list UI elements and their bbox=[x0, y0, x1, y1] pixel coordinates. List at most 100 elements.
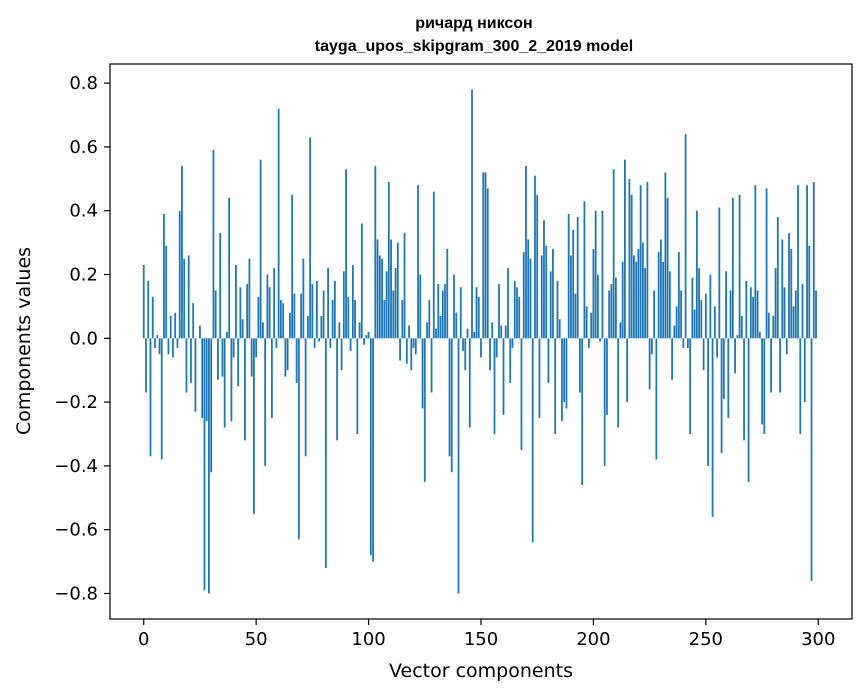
bar bbox=[342, 271, 345, 339]
bar bbox=[781, 239, 784, 339]
x-tick-label: 0 bbox=[138, 629, 149, 650]
bar bbox=[707, 338, 709, 466]
bar bbox=[601, 210, 604, 339]
x-axis-label: Vector components bbox=[389, 660, 573, 682]
bar bbox=[471, 89, 473, 339]
bar bbox=[801, 284, 804, 339]
bar bbox=[142, 264, 145, 339]
bar bbox=[482, 172, 485, 339]
bar bbox=[695, 210, 698, 339]
bar bbox=[608, 290, 611, 339]
bar bbox=[686, 338, 689, 348]
bar bbox=[309, 137, 312, 339]
bar bbox=[756, 290, 759, 339]
bar bbox=[358, 322, 361, 339]
bar bbox=[509, 338, 512, 383]
bar bbox=[419, 274, 422, 339]
bar bbox=[181, 166, 183, 339]
bar bbox=[774, 268, 777, 339]
bar bbox=[226, 331, 228, 339]
bar bbox=[279, 300, 282, 339]
bar bbox=[713, 306, 716, 339]
bar bbox=[540, 255, 543, 339]
bar bbox=[304, 338, 307, 457]
bar bbox=[668, 271, 671, 339]
bar bbox=[639, 185, 642, 339]
bar bbox=[763, 338, 766, 434]
bar bbox=[621, 261, 624, 339]
bar bbox=[761, 338, 763, 425]
bar bbox=[324, 338, 327, 568]
bar bbox=[603, 338, 606, 466]
bar bbox=[722, 338, 725, 399]
bar bbox=[417, 185, 419, 339]
bar bbox=[223, 338, 226, 428]
bar bbox=[489, 338, 491, 371]
bar bbox=[637, 249, 640, 339]
bar bbox=[799, 338, 802, 434]
bar bbox=[525, 166, 527, 339]
bar bbox=[158, 338, 161, 355]
bar bbox=[448, 338, 451, 457]
y-tick-label: −0.8 bbox=[54, 583, 98, 604]
bar bbox=[390, 239, 392, 339]
bar bbox=[450, 338, 453, 473]
bar bbox=[767, 312, 770, 339]
bar bbox=[428, 300, 431, 339]
y-tick-label: −0.2 bbox=[54, 392, 98, 413]
bar bbox=[633, 255, 635, 339]
bar bbox=[534, 175, 536, 339]
bar bbox=[466, 328, 469, 339]
bar bbox=[288, 312, 291, 339]
bar bbox=[338, 322, 341, 339]
bar bbox=[507, 268, 509, 339]
bar bbox=[765, 188, 768, 339]
bar bbox=[653, 290, 656, 339]
bar bbox=[201, 338, 204, 419]
bar bbox=[446, 249, 449, 339]
y-tick-label: 0.4 bbox=[69, 201, 98, 222]
bar bbox=[205, 338, 208, 422]
bar bbox=[572, 229, 575, 339]
bar bbox=[752, 296, 754, 339]
bar bbox=[169, 315, 172, 339]
bar bbox=[716, 338, 718, 358]
bar bbox=[264, 338, 267, 466]
bar bbox=[387, 182, 390, 339]
bar bbox=[351, 264, 354, 339]
bar bbox=[662, 261, 665, 339]
bar bbox=[590, 312, 593, 339]
bar bbox=[421, 338, 424, 409]
y-tick-label: 0.8 bbox=[69, 73, 98, 94]
bar bbox=[677, 252, 680, 339]
bar bbox=[356, 338, 359, 434]
bar bbox=[291, 194, 294, 339]
bar bbox=[327, 268, 329, 339]
bar bbox=[453, 274, 455, 339]
bar bbox=[329, 338, 332, 348]
bar bbox=[383, 300, 386, 339]
bar bbox=[378, 255, 381, 339]
bar bbox=[403, 233, 406, 339]
bar bbox=[354, 300, 356, 339]
y-tick-label: 0.0 bbox=[69, 328, 98, 349]
bar bbox=[228, 197, 231, 339]
bar bbox=[365, 335, 368, 339]
bar bbox=[237, 338, 240, 387]
bar bbox=[680, 290, 683, 339]
bar bbox=[262, 322, 264, 339]
bar bbox=[547, 338, 550, 383]
bar bbox=[322, 290, 325, 339]
bar bbox=[538, 338, 541, 419]
bar bbox=[740, 315, 743, 339]
bar bbox=[666, 197, 669, 339]
y-tick-label: 0.6 bbox=[69, 137, 98, 158]
bar bbox=[156, 335, 159, 339]
bar bbox=[641, 242, 644, 339]
bar bbox=[610, 284, 613, 339]
bar bbox=[743, 338, 745, 441]
bar bbox=[504, 325, 507, 339]
bar bbox=[498, 284, 500, 339]
bar bbox=[340, 338, 343, 371]
bar bbox=[808, 245, 811, 339]
